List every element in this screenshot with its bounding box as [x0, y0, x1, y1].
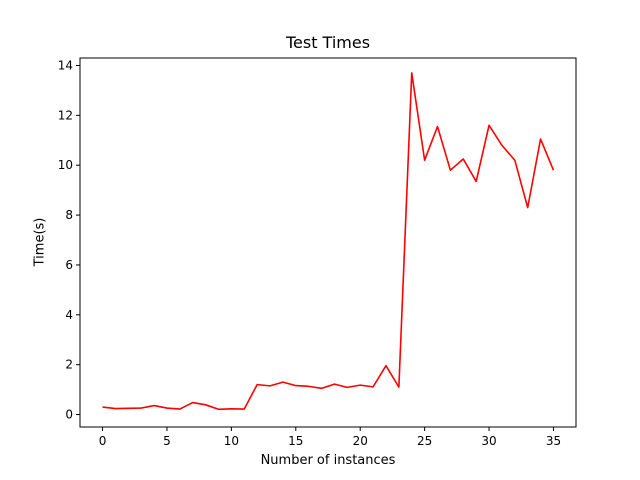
series-line: [102, 72, 555, 411]
y-tick-label: 14: [58, 58, 73, 72]
y-tick-label: 6: [65, 258, 73, 272]
series-layer: [102, 72, 555, 411]
y-axis-ticks: 0 2 4 6 8 10 12 14: [58, 58, 80, 422]
x-tick-label: 20: [353, 434, 368, 448]
y-axis-label: Time(s): [32, 217, 48, 267]
x-tick-label: 35: [546, 434, 561, 448]
x-tick-label: 15: [288, 434, 303, 448]
x-axis-label: Number of instances: [260, 453, 396, 468]
x-tick-label: 10: [224, 434, 239, 448]
y-tick-label: 2: [65, 358, 73, 372]
y-tick-label: 0: [65, 408, 73, 422]
y-tick-label: 12: [58, 108, 73, 122]
axes-frame: [79, 57, 577, 428]
x-axis-ticks: 0 5 10 15 20 25 30 35: [99, 427, 561, 448]
y-tick-label: 10: [58, 158, 73, 172]
x-tick-label: 5: [163, 434, 171, 448]
chart-title: Test Times: [285, 33, 371, 52]
y-tick-label: 8: [65, 208, 73, 222]
y-tick-label: 4: [65, 308, 73, 322]
x-tick-label: 0: [99, 434, 107, 448]
x-tick-label: 25: [417, 434, 432, 448]
x-tick-label: 30: [481, 434, 496, 448]
